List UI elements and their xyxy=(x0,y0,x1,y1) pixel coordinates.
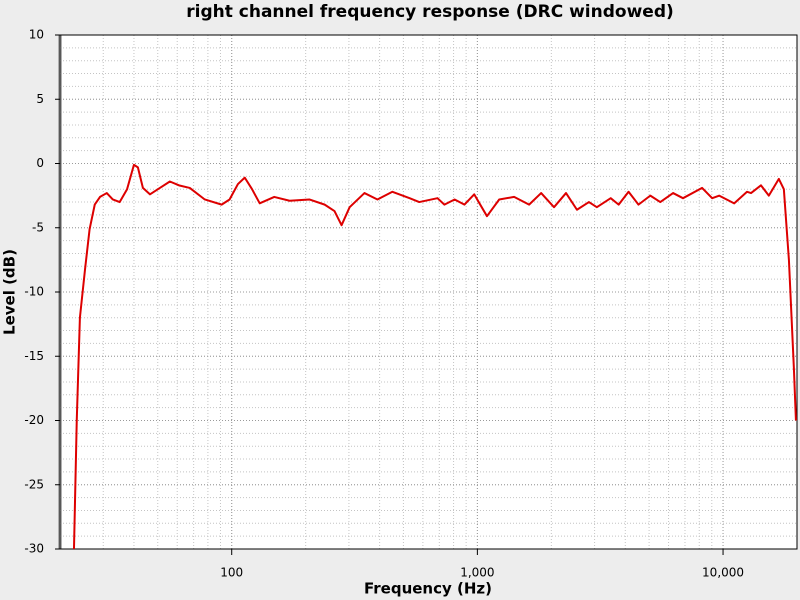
y-tick-label: -25 xyxy=(24,477,44,491)
y-tick-label: -5 xyxy=(32,220,44,234)
x-tick-label: 10,000 xyxy=(702,566,744,580)
plot-area xyxy=(60,35,797,549)
y-tick-label: -30 xyxy=(24,542,44,556)
y-tick-label: -10 xyxy=(24,285,44,299)
y-tick-label: 0 xyxy=(36,156,44,170)
y-tick-label: -20 xyxy=(24,413,44,427)
y-tick-label: 10 xyxy=(29,28,44,42)
response-line xyxy=(72,163,797,550)
plot-frame xyxy=(59,34,798,550)
y-axis-title: Level (dB) xyxy=(1,249,19,335)
chart-title: right channel frequency response (DRC wi… xyxy=(186,2,674,22)
y-tick-label: -15 xyxy=(24,349,44,363)
y-tick-label: 5 xyxy=(36,92,44,106)
x-axis-title: Frequency (Hz) xyxy=(364,580,492,598)
x-tick-label: 1,000 xyxy=(460,566,494,580)
x-tick-label: 100 xyxy=(220,566,243,580)
